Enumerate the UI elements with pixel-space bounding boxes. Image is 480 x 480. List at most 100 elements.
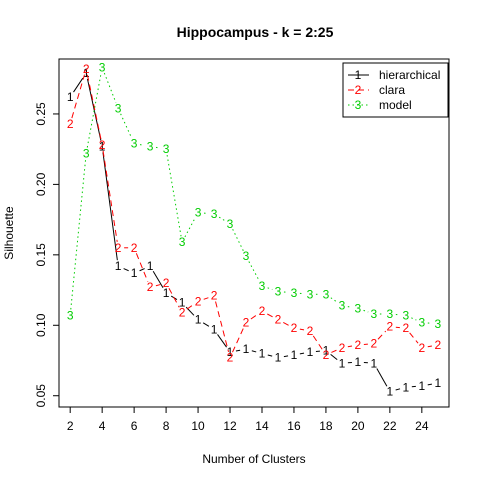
series-segment [283, 322, 289, 326]
data-point: 3 [179, 235, 186, 249]
series-segment [248, 261, 260, 281]
series-segment [363, 309, 369, 313]
data-point: 3 [339, 299, 346, 313]
series-segment [251, 350, 257, 353]
data-point: 1 [323, 344, 330, 358]
x-tick-label: 2 [67, 419, 74, 433]
data-point: 3 [163, 142, 170, 156]
series-segment [218, 216, 226, 222]
series-segment [235, 349, 241, 352]
data-point: 1 [259, 346, 266, 360]
series-segment [155, 284, 161, 287]
data-point: 3 [355, 301, 362, 315]
series-segment [86, 74, 102, 140]
data-point: 1 [243, 342, 250, 356]
series-segment [186, 304, 194, 310]
x-tick-label: 22 [383, 419, 397, 433]
data-point: 3 [211, 207, 218, 221]
data-point: 1 [115, 259, 122, 273]
series-segment [139, 144, 145, 146]
series-segment [409, 332, 419, 344]
data-point: 2 [339, 341, 346, 355]
series-segment [71, 74, 85, 119]
series-segment [411, 317, 417, 321]
series-segment [330, 297, 338, 303]
y-tick-label: 0.05 [34, 384, 48, 408]
data-point: 1 [339, 356, 346, 370]
series-segment [395, 388, 401, 391]
data-point: 2 [67, 117, 74, 131]
x-tick-label: 14 [255, 419, 269, 433]
series-segment [267, 313, 273, 318]
series-segment [312, 335, 324, 351]
series-segment [299, 328, 305, 331]
series-segment [202, 322, 210, 327]
series-segment [135, 253, 149, 282]
series-segment [267, 287, 273, 290]
series-segment [152, 271, 164, 288]
x-tick-label: 12 [223, 419, 237, 433]
data-point: 2 [227, 351, 234, 365]
data-point: 2 [99, 138, 106, 152]
data-point: 3 [403, 308, 410, 322]
series-segment [250, 314, 258, 320]
data-point: 1 [211, 323, 218, 337]
series-segment [102, 150, 118, 242]
series-segment [123, 268, 129, 272]
legend-symbol: 2 [355, 83, 362, 97]
data-point: 3 [323, 287, 330, 301]
y-axis: 0.05 0.10 0.15 0.20 0.25 [34, 102, 59, 407]
data-point: 3 [99, 60, 106, 74]
data-point: 3 [418, 315, 425, 329]
data-point: 3 [387, 307, 394, 321]
data-point: 2 [371, 337, 378, 351]
data-point: 2 [387, 320, 394, 334]
data-point: 3 [259, 279, 266, 293]
data-point: 2 [211, 289, 218, 303]
series-segment [102, 152, 118, 261]
data-point: 2 [195, 294, 202, 308]
data-point: 1 [131, 266, 138, 280]
data-point: 3 [371, 307, 378, 321]
x-tick-label: 18 [319, 419, 333, 433]
series-segment [330, 353, 338, 360]
data-point: 1 [227, 345, 234, 359]
data-point: 2 [147, 280, 154, 294]
data-point: 1 [179, 296, 186, 310]
series-segment [168, 288, 180, 308]
data-point: 3 [227, 217, 234, 231]
y-axis-label: Silhouette [2, 206, 16, 260]
data-point: 3 [131, 137, 138, 151]
series-segment [103, 72, 117, 103]
legend-label: model [379, 98, 412, 112]
series-segment [73, 77, 84, 93]
series-segment [377, 330, 387, 340]
x-axis: 2 4 6 8 10 12 14 16 18 20 22 24 [67, 407, 429, 433]
series-segment [283, 355, 289, 358]
data-point: 2 [243, 315, 250, 329]
legend-symbol: 1 [355, 68, 362, 82]
data-point: 2 [131, 241, 138, 255]
data-point: 3 [67, 308, 74, 322]
data-point: 3 [147, 139, 154, 153]
data-point: 1 [291, 348, 298, 362]
data-point: 1 [147, 259, 154, 273]
data-point: 2 [115, 241, 122, 255]
data-point: 1 [67, 90, 74, 104]
x-tick-label: 6 [131, 419, 138, 433]
data-point: 1 [307, 345, 314, 359]
series-segment [376, 368, 388, 387]
legend-label: clara [379, 83, 405, 97]
data-point: 2 [418, 341, 425, 355]
series-segment [217, 334, 227, 348]
x-tick-label: 4 [99, 419, 106, 433]
x-tick-label: 8 [163, 419, 170, 433]
data-point: 1 [195, 313, 202, 327]
data-point: 1 [355, 355, 362, 369]
data-point: 2 [355, 338, 362, 352]
